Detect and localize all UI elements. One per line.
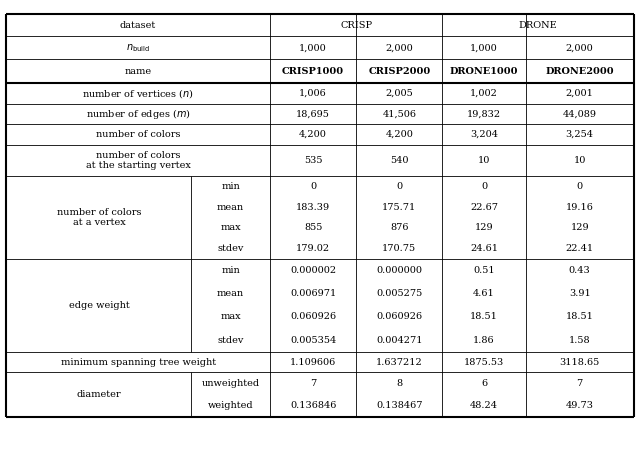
Text: 3,204: 3,204	[470, 130, 498, 139]
Text: 8: 8	[396, 379, 403, 388]
Text: 183.39: 183.39	[296, 203, 330, 212]
Text: dataset: dataset	[120, 21, 156, 30]
Text: 175.71: 175.71	[382, 203, 417, 212]
Text: 7: 7	[577, 379, 583, 388]
Text: stdev: stdev	[218, 336, 244, 345]
Text: min: min	[221, 266, 240, 275]
Text: 1,000: 1,000	[300, 43, 327, 52]
Text: 2,001: 2,001	[566, 89, 593, 98]
Text: 1.58: 1.58	[569, 336, 591, 345]
Text: number of colors
at the starting vertex: number of colors at the starting vertex	[86, 151, 191, 170]
Text: 0.005354: 0.005354	[290, 336, 336, 345]
Text: number of colors
at a vertex: number of colors at a vertex	[57, 208, 141, 227]
Text: 1.637212: 1.637212	[376, 357, 422, 367]
Text: mean: mean	[217, 203, 244, 212]
Text: 129: 129	[475, 223, 493, 232]
Text: 4,200: 4,200	[299, 130, 327, 139]
Text: 0.51: 0.51	[473, 266, 495, 275]
Text: number of vertices ($n$): number of vertices ($n$)	[83, 87, 194, 100]
Text: 0.060926: 0.060926	[290, 312, 336, 321]
Text: weighted: weighted	[208, 401, 253, 410]
Text: 48.24: 48.24	[470, 401, 498, 410]
Text: 24.61: 24.61	[470, 244, 498, 253]
Text: max: max	[220, 312, 241, 321]
Text: 1.86: 1.86	[473, 336, 495, 345]
Text: 540: 540	[390, 156, 408, 165]
Text: 0.060926: 0.060926	[376, 312, 422, 321]
Text: stdev: stdev	[218, 244, 244, 253]
Text: 129: 129	[570, 223, 589, 232]
Text: minimum spanning tree weight: minimum spanning tree weight	[61, 357, 216, 367]
Text: 18.51: 18.51	[566, 312, 593, 321]
Text: edge weight: edge weight	[68, 301, 129, 310]
Text: 4.61: 4.61	[473, 289, 495, 298]
Text: name: name	[125, 67, 152, 76]
Text: 0.136846: 0.136846	[290, 401, 336, 410]
Text: 1,002: 1,002	[470, 89, 498, 98]
Text: 170.75: 170.75	[382, 244, 417, 253]
Text: 19,832: 19,832	[467, 109, 501, 119]
Text: mean: mean	[217, 289, 244, 298]
Text: 1.109606: 1.109606	[290, 357, 336, 367]
Text: 0.138467: 0.138467	[376, 401, 422, 410]
Text: DRONE: DRONE	[518, 21, 557, 30]
Text: 10: 10	[573, 156, 586, 165]
Text: 0.43: 0.43	[569, 266, 591, 275]
Text: 6: 6	[481, 379, 487, 388]
Text: 22.41: 22.41	[566, 244, 594, 253]
Text: 0: 0	[577, 182, 583, 191]
Text: 1,000: 1,000	[470, 43, 498, 52]
Text: 3.91: 3.91	[569, 289, 591, 298]
Text: diameter: diameter	[77, 390, 121, 399]
Text: 3118.65: 3118.65	[559, 357, 600, 367]
Text: 0: 0	[310, 182, 316, 191]
Text: 0: 0	[396, 182, 403, 191]
Text: CRISP1000: CRISP1000	[282, 67, 344, 76]
Text: min: min	[221, 182, 240, 191]
Text: 19.16: 19.16	[566, 203, 593, 212]
Text: 876: 876	[390, 223, 408, 232]
Text: unweighted: unweighted	[202, 379, 260, 388]
Text: 2,000: 2,000	[566, 43, 593, 52]
Text: number of colors: number of colors	[96, 130, 180, 139]
Text: DRONE2000: DRONE2000	[545, 67, 614, 76]
Text: max: max	[220, 223, 241, 232]
Text: 2,000: 2,000	[385, 43, 413, 52]
Text: 0.000000: 0.000000	[376, 266, 422, 275]
Text: 44,089: 44,089	[563, 109, 596, 119]
Text: 179.02: 179.02	[296, 244, 330, 253]
Text: 0.004271: 0.004271	[376, 336, 422, 345]
Text: 1,006: 1,006	[300, 89, 327, 98]
Text: 1875.53: 1875.53	[464, 357, 504, 367]
Text: 0: 0	[481, 182, 487, 191]
Text: 22.67: 22.67	[470, 203, 498, 212]
Text: $n_{\mathrm{build}}$: $n_{\mathrm{build}}$	[126, 42, 150, 54]
Text: 535: 535	[304, 156, 323, 165]
Text: 0.005275: 0.005275	[376, 289, 422, 298]
Text: number of edges ($m$): number of edges ($m$)	[86, 107, 191, 121]
Text: CRISP: CRISP	[340, 21, 372, 30]
Text: 41,506: 41,506	[382, 109, 417, 119]
Text: 0.006971: 0.006971	[290, 289, 336, 298]
Text: 4,200: 4,200	[385, 130, 413, 139]
Text: 10: 10	[478, 156, 490, 165]
Text: 0.000002: 0.000002	[290, 266, 336, 275]
Text: 855: 855	[304, 223, 323, 232]
Text: 7: 7	[310, 379, 316, 388]
Text: 18,695: 18,695	[296, 109, 330, 119]
Text: 3,254: 3,254	[566, 130, 594, 139]
Text: CRISP2000: CRISP2000	[368, 67, 431, 76]
Text: 18.51: 18.51	[470, 312, 498, 321]
Text: 49.73: 49.73	[566, 401, 594, 410]
Text: DRONE1000: DRONE1000	[450, 67, 518, 76]
Text: 2,005: 2,005	[385, 89, 413, 98]
